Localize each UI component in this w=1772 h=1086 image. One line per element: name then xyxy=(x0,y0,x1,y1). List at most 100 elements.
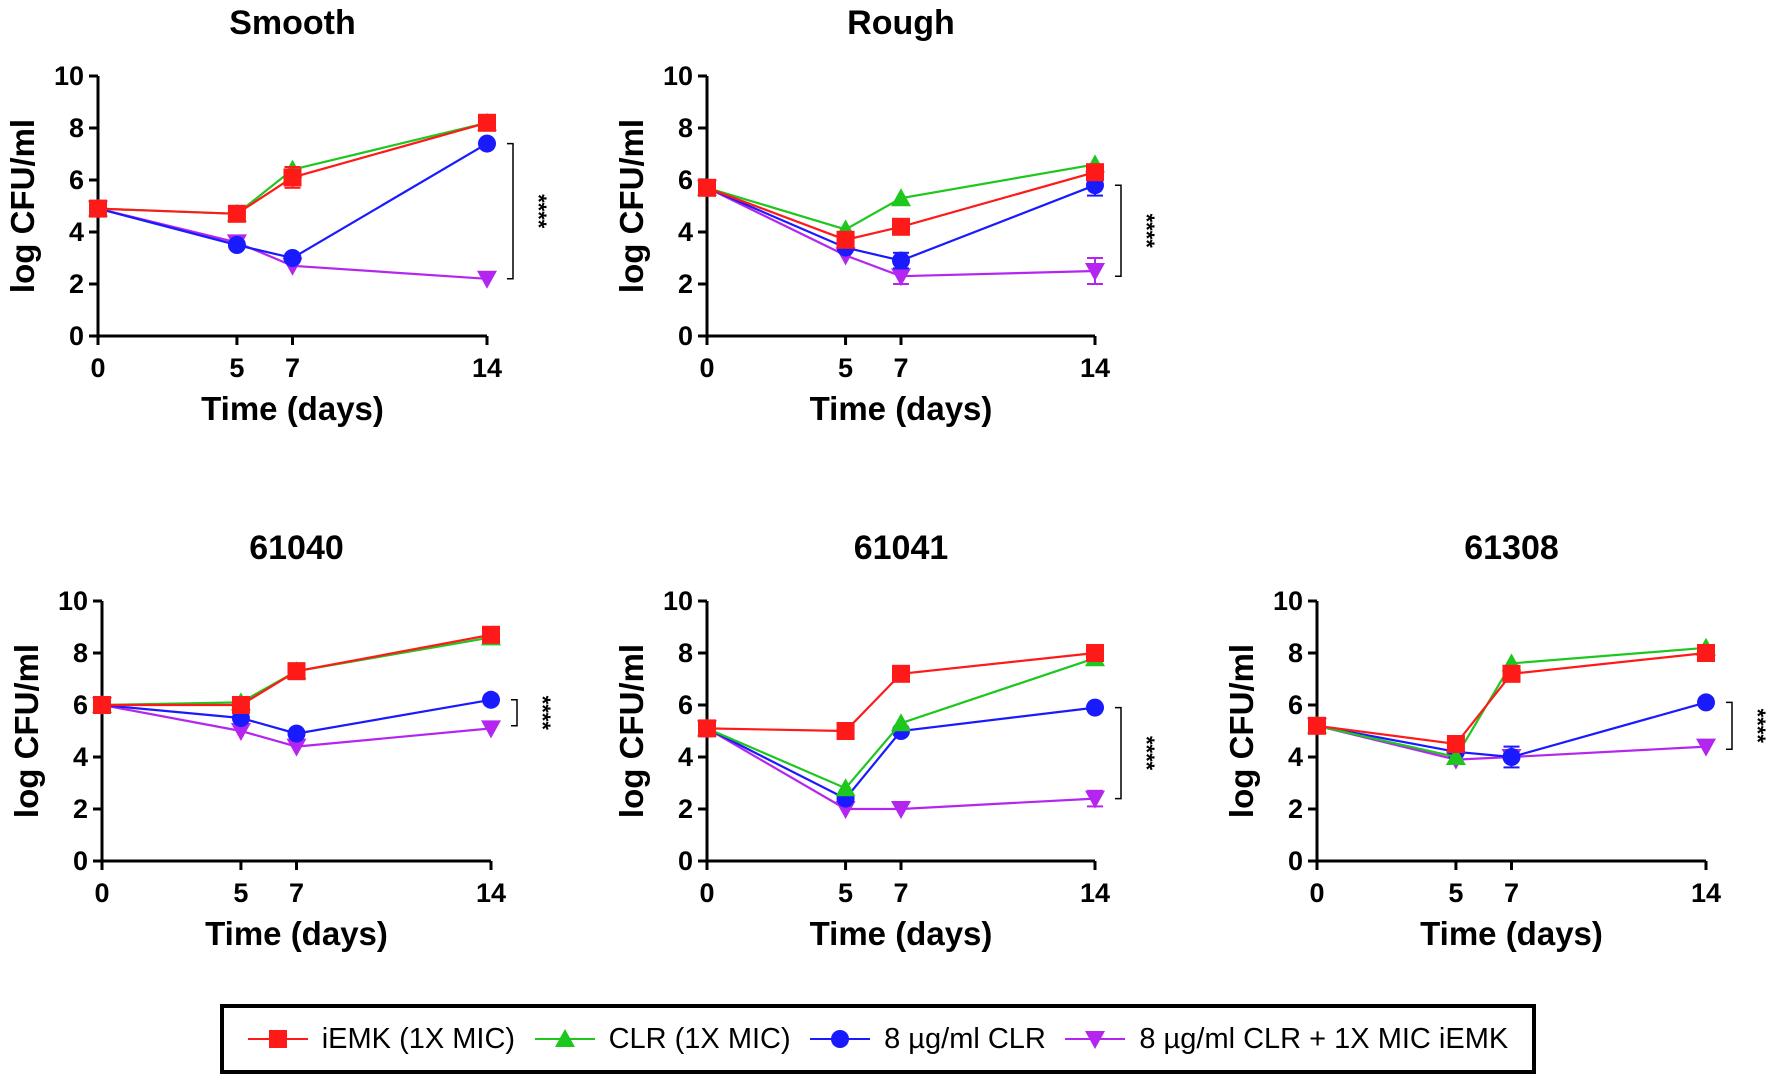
y-axis-label: log CFU/ml xyxy=(4,119,41,293)
data-point xyxy=(1086,163,1104,182)
legend-marker xyxy=(554,1029,575,1047)
x-tick-label: 7 xyxy=(285,353,300,383)
data-point xyxy=(1445,747,1466,765)
data-point xyxy=(482,625,500,644)
data-point xyxy=(287,724,306,743)
chart-panel-rough: Rough 0 2 4 6 8 10 0 5 7 14 Time (days) log CFU/ml **… xyxy=(613,4,1159,427)
data-point xyxy=(1085,790,1105,809)
chart-title: Rough xyxy=(847,4,955,42)
legend-box: iEMK (1X MIC) CLR (1X MIC) 8 µg/ml CLR 8… xyxy=(220,1004,1536,1074)
significance-bracket xyxy=(1726,701,1733,750)
y-tick-label: 4 xyxy=(73,742,88,772)
data-point xyxy=(287,662,306,681)
data-point xyxy=(892,664,910,683)
x-tick-label: 0 xyxy=(699,878,714,908)
y-tick-label: 10 xyxy=(663,586,693,616)
y-axis-label: log CFU/ml xyxy=(613,644,650,818)
chart-panel-61041: 61041 0 2 4 6 8 10 0 5 7 14 Time (days) log CFU/ml **… xyxy=(613,529,1159,952)
x-tick-label: 14 xyxy=(1691,878,1721,908)
data-point xyxy=(482,690,500,709)
y-tick-label: 4 xyxy=(69,217,84,247)
series-iemk xyxy=(89,113,496,223)
data-point xyxy=(227,236,246,254)
data-point xyxy=(1697,693,1715,712)
x-axis-label: Time (days) xyxy=(1420,915,1603,952)
data-point xyxy=(1696,738,1716,757)
legend-item-combo: 8 µg/ml CLR + 1X MIC iEMK xyxy=(1065,1023,1508,1056)
legend-marker xyxy=(831,1030,850,1048)
legend-label-iemk: iEMK (1X MIC) xyxy=(321,1022,516,1055)
figure-panels: Smooth 0 2 4 6 8 10 0 5 7 14 Time (days) log CFU/ml *… xyxy=(4,4,1770,952)
x-tick-label: 14 xyxy=(476,878,506,908)
data-point xyxy=(698,178,716,197)
series-line xyxy=(706,186,1096,278)
significance-bracket xyxy=(1115,706,1122,800)
significance-label: **** xyxy=(1745,709,1770,744)
data-point xyxy=(89,199,107,218)
series-line xyxy=(706,171,1096,241)
y-tick-label: 2 xyxy=(678,794,693,824)
series-iemk xyxy=(93,625,500,714)
x-tick-label: 0 xyxy=(90,353,105,383)
series-line xyxy=(706,706,1096,800)
series-iemk xyxy=(698,163,1104,249)
significance-bracket xyxy=(511,699,518,727)
data-point xyxy=(1446,735,1465,753)
x-tick-label: 14 xyxy=(1080,878,1110,908)
data-point xyxy=(1086,698,1104,717)
x-axis-label: Time (days) xyxy=(201,390,384,427)
y-tick-label: 10 xyxy=(663,61,693,91)
significance-label: **** xyxy=(526,194,551,229)
series-clr8 xyxy=(1308,693,1715,769)
series-line xyxy=(706,727,1096,811)
y-tick-label: 0 xyxy=(73,846,88,876)
y-tick-label: 4 xyxy=(1288,742,1303,772)
chart-title: Smooth xyxy=(229,4,356,42)
data-point xyxy=(836,722,855,740)
data-point xyxy=(1086,644,1104,662)
y-tick-label: 2 xyxy=(73,794,88,824)
series-line xyxy=(706,163,1096,231)
data-point xyxy=(698,719,716,738)
chart-title: 61040 xyxy=(249,529,344,567)
y-axis-label: log CFU/ml xyxy=(613,119,650,293)
data-point xyxy=(478,134,496,153)
x-tick-label: 14 xyxy=(1080,353,1110,383)
y-tick-label: 8 xyxy=(1288,638,1303,668)
series-line xyxy=(1316,701,1707,759)
y-tick-label: 2 xyxy=(69,269,84,299)
x-tick-label: 5 xyxy=(838,353,853,383)
x-tick-label: 5 xyxy=(233,878,248,908)
y-tick-label: 8 xyxy=(678,638,693,668)
data-point xyxy=(836,230,855,249)
chart-panel-smooth: Smooth 0 2 4 6 8 10 0 5 7 14 Time (days) log CFU/ml *… xyxy=(4,4,551,427)
y-tick-label: 10 xyxy=(58,586,88,616)
x-tick-label: 0 xyxy=(94,878,109,908)
series-combo xyxy=(88,200,497,289)
x-tick-label: 5 xyxy=(229,353,244,383)
y-tick-label: 0 xyxy=(678,321,693,351)
significance-label: **** xyxy=(530,696,555,731)
y-tick-label: 0 xyxy=(678,846,693,876)
series-iemk xyxy=(698,644,1104,740)
y-tick-label: 8 xyxy=(69,113,84,143)
y-tick-label: 0 xyxy=(1288,846,1303,876)
data-point xyxy=(283,168,302,187)
chart-panel-61040: 61040 0 2 4 6 8 10 0 5 7 14 Time (days) log CFU/ml **… xyxy=(8,529,555,952)
series-line xyxy=(97,142,488,260)
y-tick-label: 4 xyxy=(678,742,693,772)
data-point xyxy=(481,720,501,739)
data-point xyxy=(283,249,302,267)
legend-marker xyxy=(268,1030,287,1048)
significance-bracket xyxy=(1115,184,1122,277)
y-tick-label: 6 xyxy=(1288,690,1303,720)
data-point xyxy=(1697,644,1715,662)
series-line xyxy=(97,121,488,215)
data-point xyxy=(478,113,496,132)
y-tick-label: 2 xyxy=(1288,794,1303,824)
data-point xyxy=(891,268,911,287)
x-tick-label: 7 xyxy=(893,878,908,908)
x-axis-label: Time (days) xyxy=(810,915,993,952)
y-tick-label: 8 xyxy=(678,113,693,143)
legend-item-iemk: iEMK (1X MIC) xyxy=(247,1022,516,1056)
